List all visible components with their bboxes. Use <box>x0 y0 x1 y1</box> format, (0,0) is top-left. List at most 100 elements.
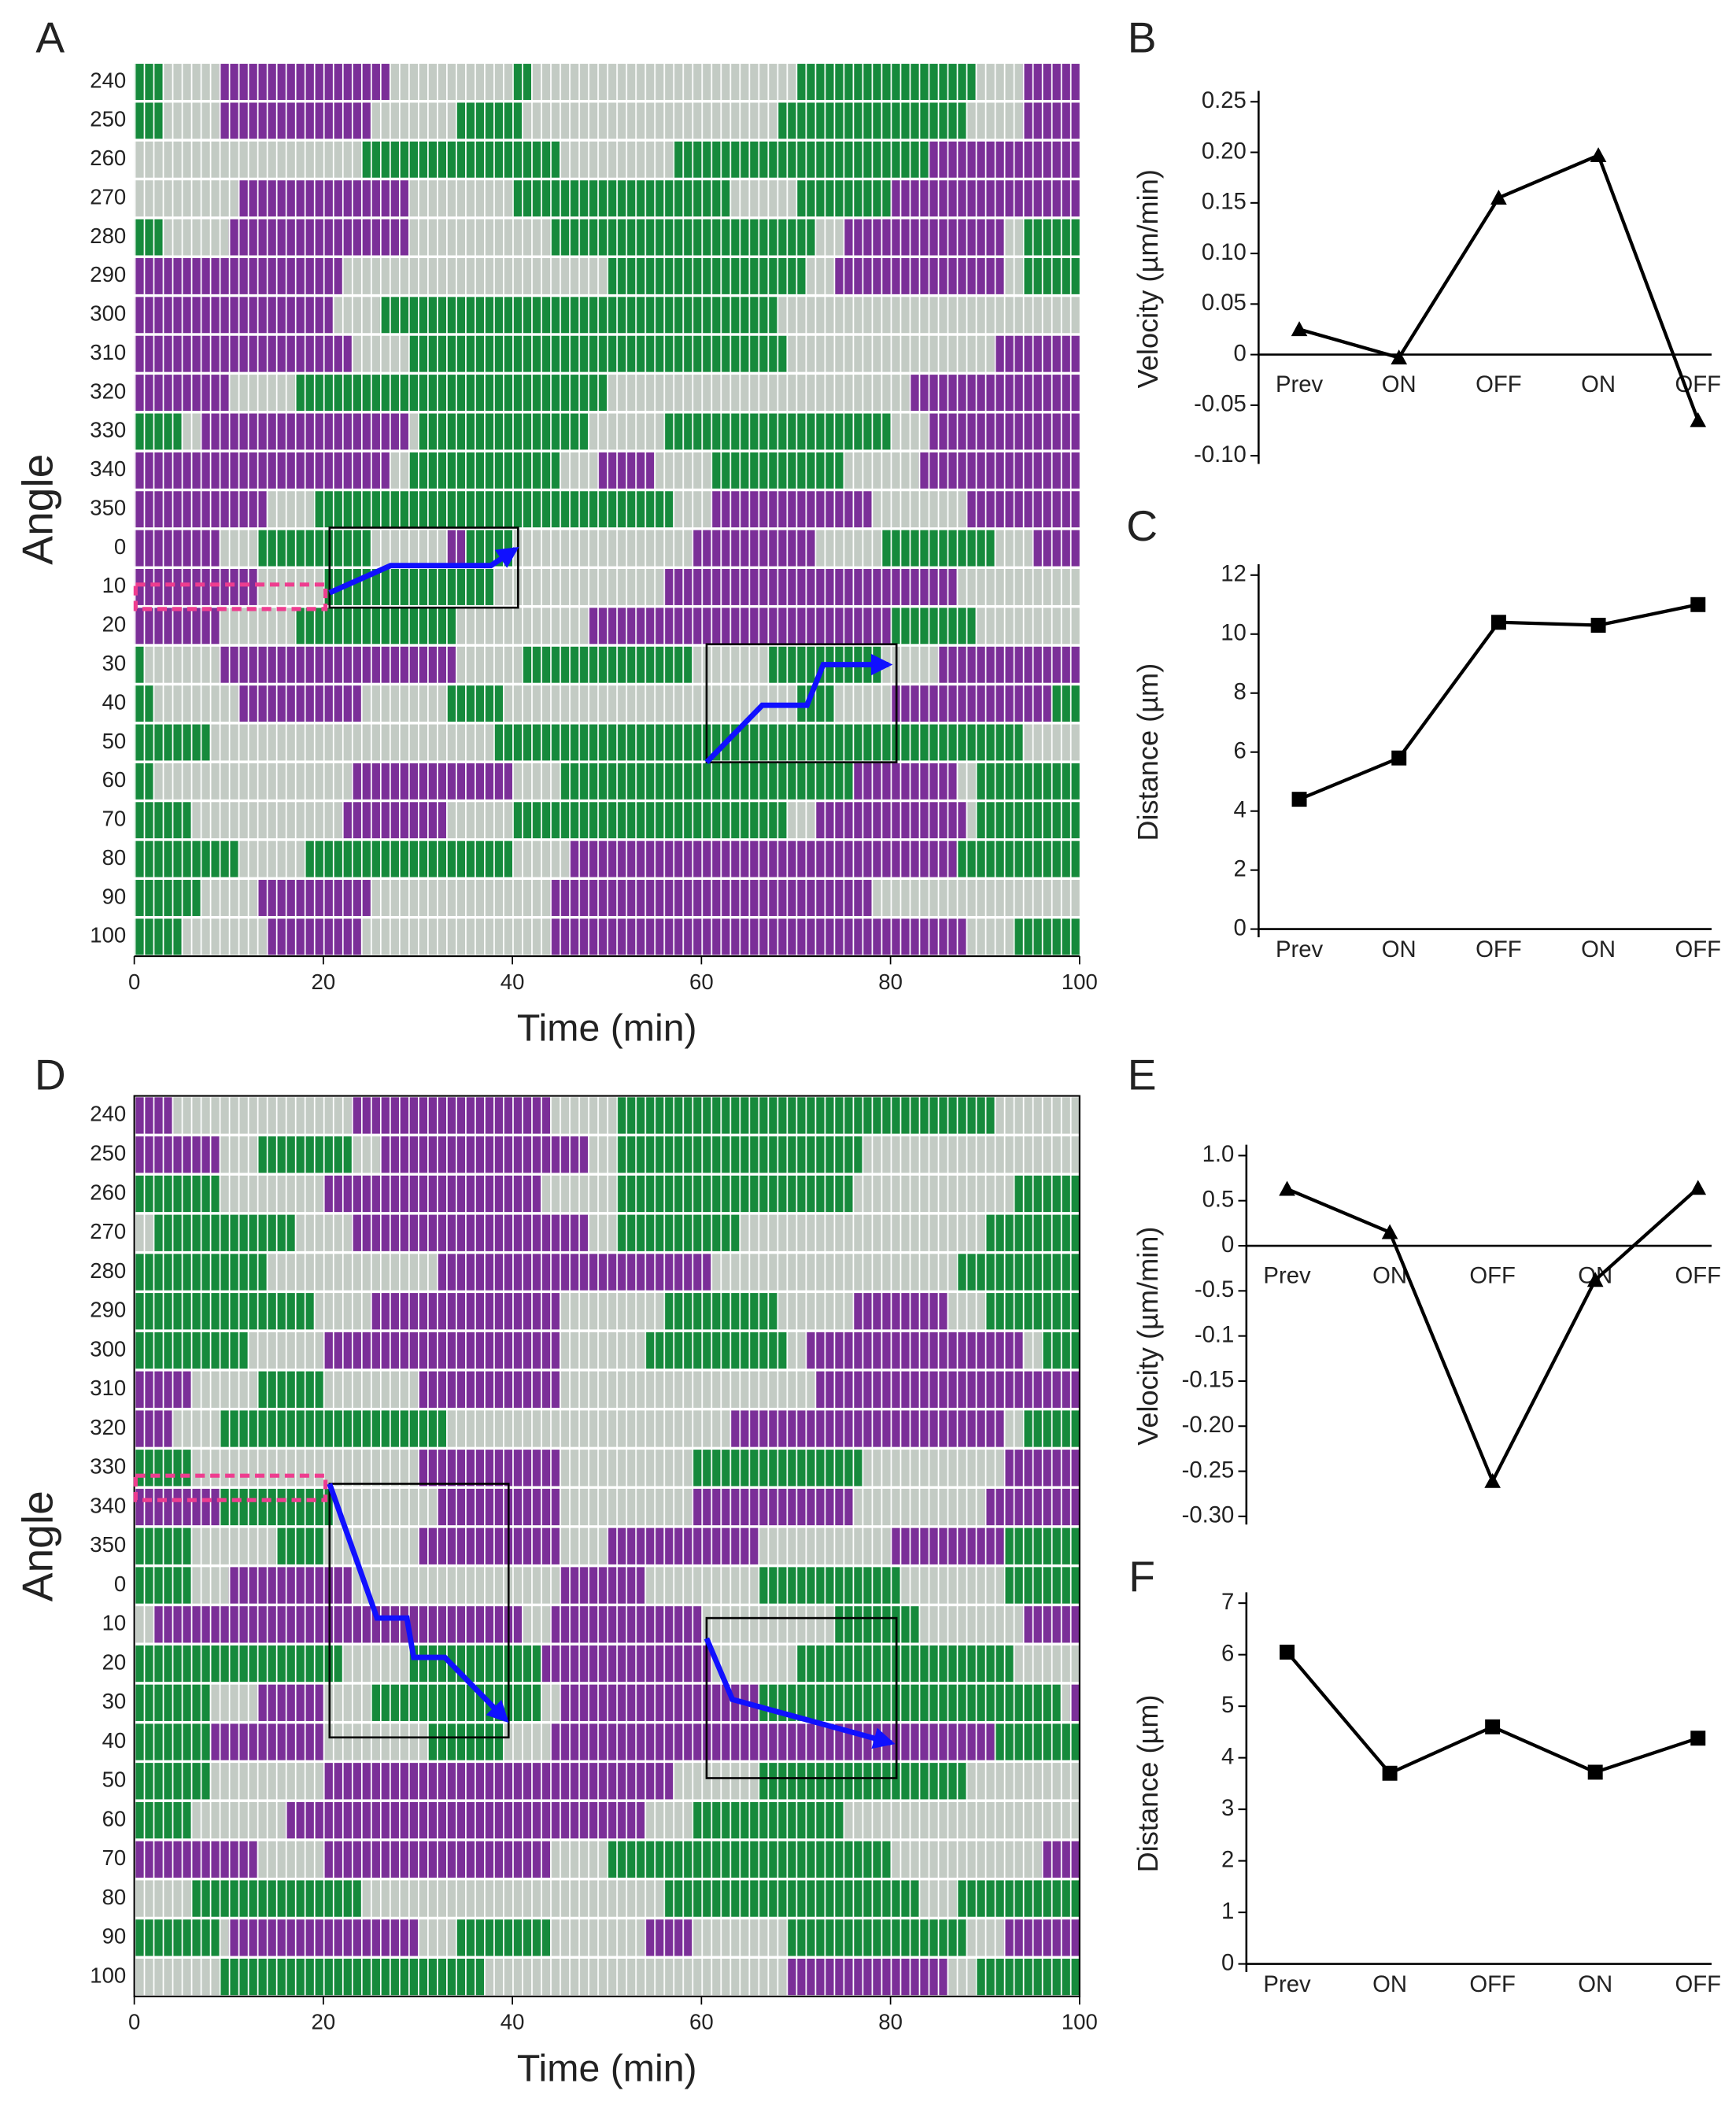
data-point <box>1291 321 1308 337</box>
x-tick-label: Prev <box>1263 1262 1311 1288</box>
y-axis-title: Distance (µm) <box>1132 663 1164 841</box>
data-point <box>1586 1272 1604 1287</box>
data-point <box>1291 792 1307 807</box>
y-tick-label: 50 <box>102 1768 127 1792</box>
x-tick-label: 80 <box>878 2010 903 2034</box>
y-tick-label: 280 <box>90 223 126 248</box>
x-tick-label: ON <box>1372 1262 1407 1288</box>
y-tick-label: 40 <box>102 689 127 714</box>
y-tick-label: 10 <box>1221 619 1247 645</box>
y-tick-label: 100 <box>90 1963 126 1987</box>
y-tick-label: -0.30 <box>1182 1502 1235 1528</box>
x-tick-label: 100 <box>1062 2010 1098 2034</box>
y-tick-label: 70 <box>102 1845 127 1870</box>
data-point <box>1690 1180 1707 1195</box>
y-tick-label: 4 <box>1234 796 1247 822</box>
y-tick-label: 8 <box>1234 678 1247 704</box>
data-point <box>1587 1764 1603 1780</box>
y-tick-label: 0 <box>114 534 126 559</box>
y-tick-label: 260 <box>90 1180 126 1204</box>
y-tick-label: 50 <box>102 729 127 753</box>
y-tick-label: 0 <box>1221 1232 1234 1258</box>
y-tick-label: 1 <box>1221 1898 1234 1924</box>
y-tick-label: 310 <box>90 1376 126 1400</box>
data-point <box>1485 1719 1501 1734</box>
y-tick-label: 350 <box>90 1532 126 1557</box>
x-tick-label: 80 <box>878 970 903 994</box>
y-tick-label: 290 <box>90 1298 126 1322</box>
data-point <box>1381 1224 1398 1239</box>
y-tick-label: 100 <box>90 923 126 947</box>
y-tick-label: 60 <box>102 1806 127 1830</box>
cell-grid <box>134 62 1080 957</box>
annotations <box>133 526 898 1779</box>
y-tick-label: 330 <box>90 418 126 442</box>
x-tick-label: Prev <box>1263 1971 1311 1997</box>
panel-label: B <box>1128 13 1157 61</box>
y-tick-label: 80 <box>102 1885 127 1909</box>
window-box <box>705 1616 898 1779</box>
x-tick-label: 60 <box>689 970 714 994</box>
y-tick-label: 250 <box>90 1140 126 1165</box>
y-axis-title: Angle <box>13 454 61 565</box>
y-tick-label: 310 <box>90 340 126 364</box>
y-tick-label: 10 <box>102 573 127 597</box>
y-tick-label: -0.05 <box>1194 391 1247 417</box>
y-tick-label: 40 <box>102 1728 127 1753</box>
y-tick-label: -0.25 <box>1182 1457 1235 1483</box>
y-tick-label: 300 <box>90 1336 126 1361</box>
y-tick-label: 320 <box>90 379 126 403</box>
x-tick-label: ON <box>1382 371 1417 397</box>
x-tick-label: ON <box>1578 1971 1612 1997</box>
track-arrow <box>704 1637 896 1749</box>
y-tick-label: 6 <box>1234 737 1247 763</box>
y-tick-label: 250 <box>90 107 126 131</box>
y-tick-label: 350 <box>90 495 126 519</box>
y-tick-label: 20 <box>102 1649 127 1674</box>
data-line <box>1298 603 1699 801</box>
window-box <box>328 1483 510 1739</box>
x-tick-label: 0 <box>128 2010 140 2034</box>
y-tick-label: 12 <box>1221 561 1247 587</box>
y-tick-label: 270 <box>90 184 126 209</box>
track-arrow <box>327 1483 509 1723</box>
x-tick-label: ON <box>1382 936 1417 962</box>
x-tick-label: OFF <box>1476 371 1522 397</box>
x-tick-label: OFF <box>1469 1262 1516 1288</box>
x-tick-label: OFF <box>1675 936 1721 962</box>
panel-label: D <box>35 1051 66 1099</box>
y-tick-label: 330 <box>90 1454 126 1479</box>
y-tick-label: 30 <box>102 651 127 675</box>
y-tick-label: 5 <box>1221 1692 1234 1718</box>
y-tick-label: 340 <box>90 456 126 481</box>
y-tick-label: 0 <box>1234 914 1247 940</box>
track-arrow <box>704 653 893 765</box>
y-tick-label: 30 <box>102 1689 127 1713</box>
data-point <box>1690 412 1707 427</box>
y-tick-label: -0.20 <box>1182 1412 1235 1438</box>
x-tick-label: OFF <box>1469 1971 1516 1997</box>
data-line <box>1286 1187 1700 1486</box>
x-tick-label: ON <box>1372 1971 1407 1997</box>
y-tick-label: 6 <box>1221 1640 1234 1666</box>
y-tick-label: 2 <box>1221 1846 1234 1872</box>
panel-label: C <box>1126 501 1158 550</box>
y-tick-label: 3 <box>1221 1795 1234 1821</box>
y-axis-title: Angle <box>13 1490 61 1601</box>
y-tick-label: 240 <box>90 1102 126 1126</box>
y-tick-label: 70 <box>102 807 127 831</box>
y-tick-label: 90 <box>102 884 127 908</box>
window-box <box>705 643 898 763</box>
x-tick-label: Prev <box>1276 371 1324 397</box>
y-axis-title: Velocity (µm/min) <box>1132 169 1164 388</box>
data-point <box>1490 190 1507 205</box>
y-tick-label: -0.1 <box>1195 1321 1234 1347</box>
data-point <box>1484 1472 1501 1488</box>
data-point <box>1490 615 1506 630</box>
y-tick-label: 10 <box>102 1611 127 1635</box>
y-tick-label: -0.5 <box>1195 1276 1234 1302</box>
y-tick-label: 2 <box>1234 855 1247 881</box>
y-tick-label: 0.15 <box>1202 189 1247 215</box>
x-tick-label: 40 <box>500 2010 525 2034</box>
